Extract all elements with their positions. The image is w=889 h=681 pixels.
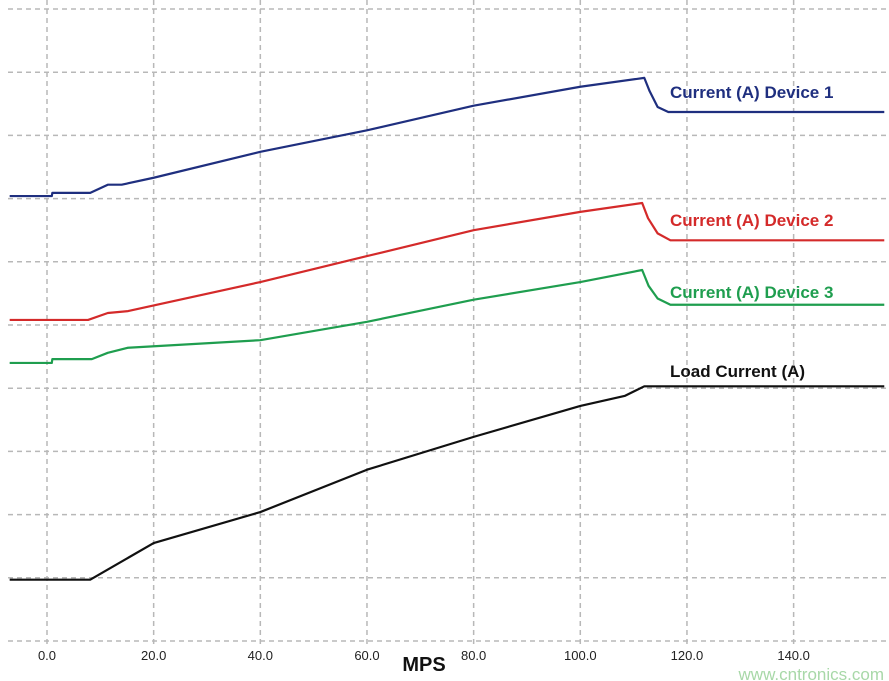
series-labels: Current (A) Device 1 Current (A) Device 2… [670,83,833,381]
grid [8,0,886,645]
x-axis-label: MPS [402,654,445,676]
x-tick-label: 80.0 [461,648,486,663]
series-line-2 [9,201,885,322]
series-group [9,76,885,581]
x-tick-label: 20.0 [141,648,166,663]
x-tick-label: 100.0 [564,648,597,663]
x-tick-label: 0.0 [38,648,56,663]
series-label-1: Current (A) Device 1 [670,83,833,102]
series-label-4: Load Current (A) [670,362,805,381]
x-tick-label: 60.0 [354,648,379,663]
x-tick-label: 40.0 [248,648,273,663]
watermark: www.cntronics.com [738,665,884,681]
series-label-2: Current (A) Device 2 [670,211,833,230]
series-line-3 [9,268,885,365]
x-tick-label: 140.0 [777,648,810,663]
series-line-4 [9,385,885,581]
x-tick-label: 120.0 [671,648,704,663]
series-label-3: Current (A) Device 3 [670,283,833,302]
series-line-1 [9,76,885,198]
x-tick-labels: 0.0 20.0 40.0 60.0 80.0 100.0 120.0 140.0 [38,648,810,663]
